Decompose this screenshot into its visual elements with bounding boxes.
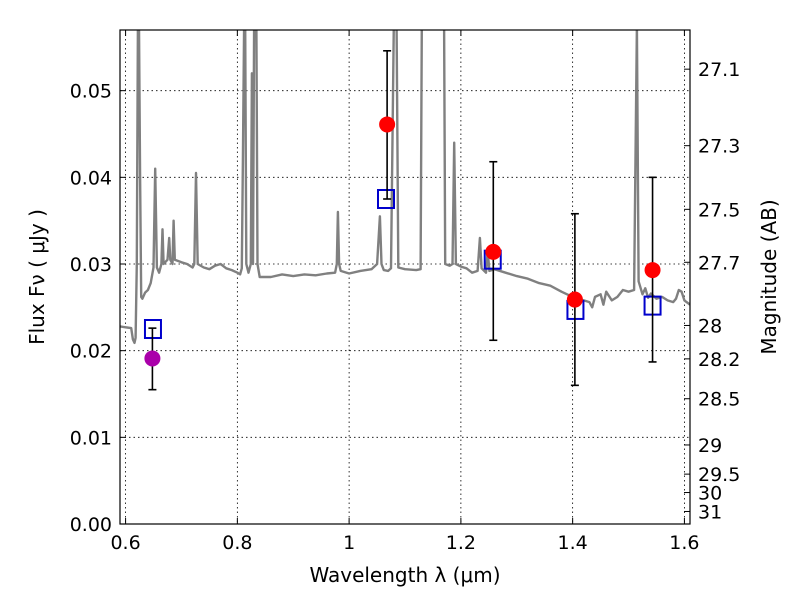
mag-tick-label: 27.3 [698,136,740,158]
series-layer [120,30,690,391]
observed-point-marker [644,262,661,279]
mag-tick-label: 27.7 [698,252,740,274]
observed-point-marker [379,116,396,133]
spectrum-line [120,30,690,345]
y-tick-label: 0.05 [70,81,112,103]
x-tick-label: 1.4 [558,532,588,554]
right-y-axis-label: Magnitude (AB) [757,199,781,354]
x-tick-label: 1.6 [669,532,699,554]
ticks: 0.6 0.8 1 1.2 1.4 1.6 0.00 0.01 0.02 0.03 0.04 0.05… [70,30,740,554]
observed-point-marker [566,291,583,308]
model-square-marker [377,189,395,209]
observed-point-marker [144,350,161,367]
y-tick-label: 0.00 [70,514,112,536]
y-axis-label: Flux Fν ( μJy ) [25,209,49,345]
x-axis-label: Wavelength λ (μm) [309,563,500,587]
plot-background [120,30,690,524]
observed-point-marker [485,243,502,260]
mag-tick-label: 27.5 [698,199,740,221]
y-tick-label: 0.02 [70,341,112,363]
mag-tick-label: 27.1 [698,59,740,81]
mag-tick-label: 30 [698,483,722,505]
x-tick-label: 1.2 [446,532,476,554]
mag-tick-label: 28.2 [698,349,740,371]
y-tick-label: 0.01 [70,427,112,449]
mag-tick-label: 29.5 [698,464,740,486]
mag-tick-label: 29 [698,435,722,457]
mag-tick-label: 31 [698,501,722,523]
plot-frame [119,29,691,525]
x-tick-label: 0.8 [222,532,252,554]
mag-tick-label: 28 [698,315,722,337]
x-tick-label: 1 [343,532,355,554]
x-tick-label: 0.6 [110,532,140,554]
mag-tick-label: 28.5 [698,389,740,411]
y-tick-label: 0.03 [70,254,112,276]
y-tick-label: 0.04 [70,167,112,189]
